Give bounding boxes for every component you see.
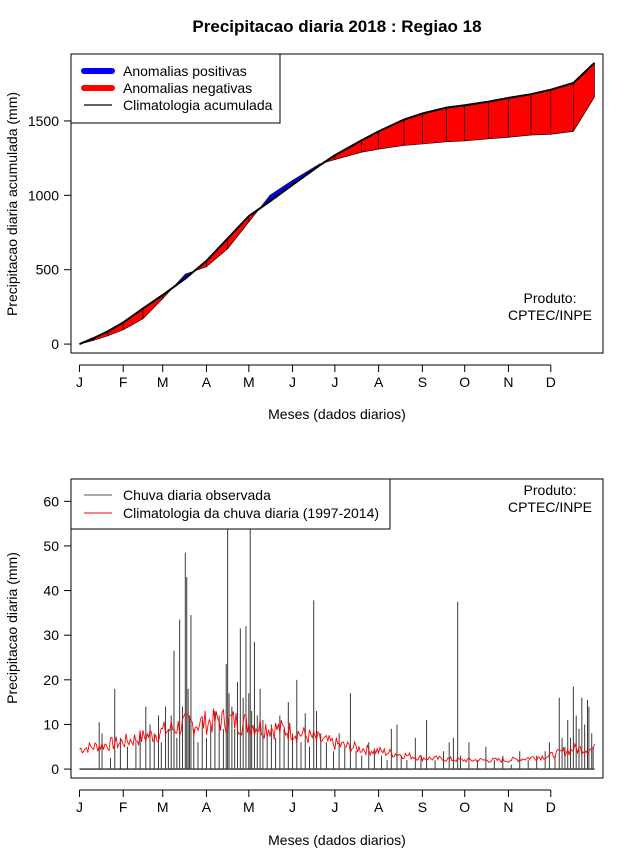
x-axis-label: Meses (dados diarios) (268, 832, 406, 848)
x-tick-label: A (374, 374, 384, 390)
x-tick-label: J (76, 799, 83, 815)
y-axis-label: Precipitacao diaria acumulada (mm) (4, 92, 20, 316)
y-tick-label: 40 (43, 583, 59, 599)
climatology-daily-line (79, 708, 595, 764)
product-label: Produto: (524, 290, 577, 306)
legend: Anomalias positivas Anomalias negativas … (70, 53, 281, 124)
x-tick-label: M (157, 374, 169, 390)
climatology-cumulative-line (79, 62, 596, 346)
legend-box (70, 53, 281, 124)
y-tick-label: 60 (43, 493, 59, 509)
legend-label-climatology: Climatologia acumulada (123, 97, 273, 113)
legend-label-climatology: Climatologia da chuva diaria (1997-2014) (123, 505, 379, 521)
x-tick-label: O (459, 799, 470, 815)
x-tick-label: J (331, 799, 338, 815)
x-tick-label: S (418, 799, 427, 815)
y-tick-label: 0 (51, 336, 59, 352)
x-tick-label: A (374, 799, 384, 815)
x-tick-label: J (331, 374, 338, 390)
x-tick-label: N (503, 799, 513, 815)
x-tick-label: J (289, 374, 296, 390)
x-tick-label: D (546, 799, 556, 815)
product-label: Produto: (524, 482, 577, 498)
legend-label-negative: Anomalias negativas (123, 80, 252, 96)
x-tick-label: D (546, 374, 556, 390)
x-tick-label: A (202, 799, 212, 815)
legend-label-positive: Anomalias positivas (123, 63, 247, 79)
y-axis: 0 10 20 30 40 50 60 (43, 493, 72, 777)
x-tick-label: M (243, 799, 255, 815)
y-tick-label: 10 (43, 716, 59, 732)
y-tick-label: 0 (51, 761, 59, 777)
y-tick-label: 500 (36, 262, 60, 278)
y-axis: 0 500 1000 1500 (28, 113, 72, 352)
y-tick-label: 50 (43, 538, 59, 554)
legend: Chuva diaria observada Climatologia da c… (70, 478, 391, 530)
cumulative-chart: 0 500 1000 1500 J F M A M J J A S O N D Precipitacao d… (4, 53, 604, 422)
x-tick-label: F (119, 799, 128, 815)
figure-title: Precipitacao diaria 2018 : Regiao 18 (192, 17, 481, 36)
y-tick-label: 20 (43, 672, 59, 688)
x-axis-label: Meses (dados diarios) (268, 406, 406, 422)
x-tick-label: M (157, 799, 169, 815)
negative-anomaly-area (464, 101, 490, 142)
x-tick-label: M (243, 374, 255, 390)
x-tick-label: J (289, 799, 296, 815)
negative-anomaly-area (488, 97, 509, 140)
x-tick-label: O (459, 374, 470, 390)
legend-box (70, 478, 391, 530)
legend-label-observed: Chuva diaria observada (123, 487, 271, 503)
negative-anomaly-area (508, 93, 532, 138)
product-source: CPTEC/INPE (508, 499, 592, 515)
x-tick-label: J (76, 374, 83, 390)
daily-rain-chart: 0 10 20 30 40 50 60 J F M A M J J A S O N D Precipitacao … (4, 478, 604, 848)
x-tick-label: N (503, 374, 513, 390)
x-tick-label: F (119, 374, 128, 390)
product-source: CPTEC/INPE (508, 307, 592, 323)
negative-anomaly-area (550, 82, 574, 135)
x-tick-label: A (202, 374, 212, 390)
y-tick-label: 30 (43, 627, 59, 643)
negative-anomaly-area (446, 105, 466, 143)
y-tick-label: 1500 (28, 113, 59, 129)
negative-anomaly-area (530, 89, 552, 136)
y-tick-label: 1000 (28, 187, 59, 203)
x-tick-label: S (418, 374, 427, 390)
y-axis-label: Precipitacao diaria (mm) (4, 552, 20, 704)
